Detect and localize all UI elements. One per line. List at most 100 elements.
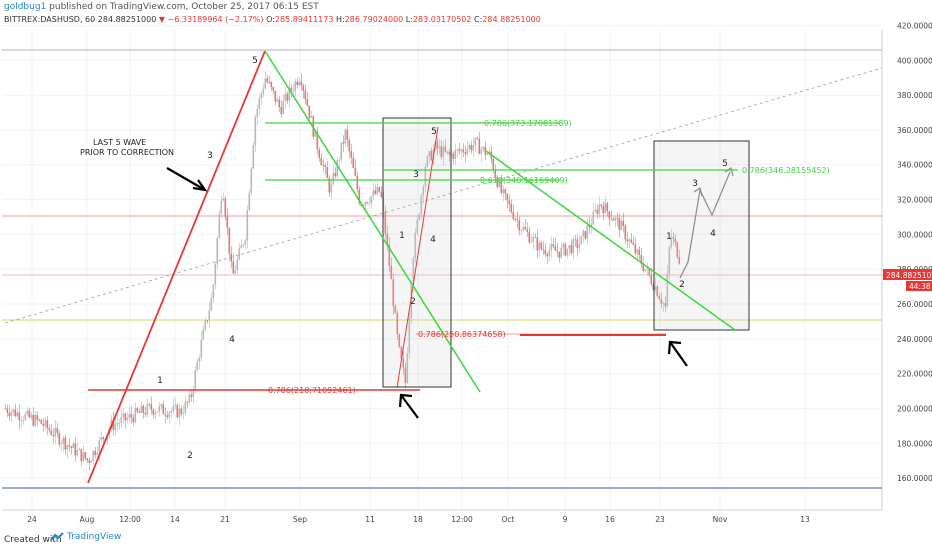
candle-body xyxy=(16,412,19,417)
wave-label: 2 xyxy=(187,451,193,461)
x-tick-label: 21 xyxy=(220,515,230,524)
candle-body xyxy=(504,189,507,194)
y-tick-label: 360.00000000 xyxy=(897,126,932,135)
candle-body xyxy=(438,146,441,149)
candle-body xyxy=(538,242,541,251)
candle-body xyxy=(288,87,291,101)
candle-body xyxy=(200,339,203,358)
candle-body xyxy=(446,151,449,153)
candle-body xyxy=(160,404,163,407)
candle-body xyxy=(260,93,263,99)
candle-body xyxy=(650,274,653,285)
candle-body xyxy=(630,239,633,243)
wave-label: 3 xyxy=(207,151,213,161)
candle-body xyxy=(564,244,567,256)
candle-body xyxy=(454,150,457,159)
candle-body xyxy=(252,145,255,169)
candle-body xyxy=(518,220,521,231)
candle-body xyxy=(226,216,229,228)
wave-label: 1 xyxy=(399,231,405,241)
candle-body xyxy=(648,268,651,275)
candle-body xyxy=(342,142,345,144)
candle-body xyxy=(358,189,361,204)
candle-body xyxy=(668,246,671,274)
tradingview-brand[interactable]: TradingView xyxy=(50,532,121,542)
projection-arrows xyxy=(679,167,734,279)
candle-body xyxy=(350,151,353,158)
candle-body xyxy=(366,202,369,204)
candle-body xyxy=(180,408,183,414)
candle-body xyxy=(534,237,537,238)
time-axis: 24 Aug 12:00 14 21 Sep 11 18 12:00 Oct 9 16 23 Nov 13 xyxy=(27,515,810,524)
candle-body xyxy=(476,137,479,139)
candle-body xyxy=(554,246,557,251)
candle-body xyxy=(232,261,235,274)
candle-body xyxy=(604,203,607,214)
candle-body xyxy=(274,90,277,102)
wave-label: 3 xyxy=(692,179,698,189)
candle-body xyxy=(168,412,171,417)
candle-body xyxy=(440,146,443,157)
candle-body xyxy=(616,217,619,219)
candle-body xyxy=(462,149,465,153)
candle-body xyxy=(72,443,75,448)
candle-body xyxy=(192,389,195,397)
arrowhead-up-2 xyxy=(724,167,734,177)
candle-body xyxy=(408,317,411,354)
created-with-label: Created with xyxy=(4,535,62,545)
footer: Created with TradingView xyxy=(0,528,932,550)
candle-body xyxy=(196,361,199,371)
candle-body xyxy=(132,417,135,423)
candle-body xyxy=(540,242,543,250)
candle-body xyxy=(322,165,325,166)
candle-body xyxy=(560,247,563,258)
candle-body xyxy=(356,175,359,190)
candle-body xyxy=(258,98,261,109)
correction-box xyxy=(382,117,452,388)
candle-body xyxy=(644,269,647,271)
countdown-box xyxy=(906,281,932,291)
candle-body xyxy=(448,151,451,155)
y-tick-label: 380.00000000 xyxy=(897,91,932,100)
candle-body xyxy=(216,237,219,265)
candle-body xyxy=(292,90,295,92)
wave-label: 4 xyxy=(229,335,235,345)
candle-body xyxy=(242,244,245,246)
candle-body xyxy=(298,81,301,86)
candle-body xyxy=(294,81,297,91)
candle-body xyxy=(608,211,611,219)
candle-body xyxy=(602,206,605,214)
y-tick-label: 160.00000000 xyxy=(897,474,932,483)
candle-body xyxy=(378,186,381,192)
open-value: 285.89411173 xyxy=(274,15,334,24)
x-tick-label: 18 xyxy=(413,515,423,524)
candle-body xyxy=(26,410,29,415)
candle-body xyxy=(624,225,627,240)
author-link[interactable]: goldbug1 xyxy=(4,2,47,12)
candle-body xyxy=(130,414,133,418)
y-tick-label: 200.00000000 xyxy=(897,404,932,413)
candle-body xyxy=(566,248,569,256)
fib-label-346: 0.786(346.28155452) xyxy=(742,166,830,175)
candle-body xyxy=(320,157,323,166)
candle-body xyxy=(64,437,67,450)
candle-body xyxy=(228,227,231,254)
wave-label: 4 xyxy=(710,229,716,239)
candle-body xyxy=(664,303,667,307)
candle-body xyxy=(402,358,405,368)
candle-body xyxy=(656,286,659,297)
candle-body xyxy=(642,264,645,271)
candle-body xyxy=(372,190,375,197)
candle-body xyxy=(166,415,169,417)
candle-body xyxy=(262,88,265,94)
candle-body xyxy=(28,410,31,418)
candle-body xyxy=(114,423,117,430)
candle-body xyxy=(666,273,669,307)
x-tick-label: 16 xyxy=(605,515,615,524)
candle-body xyxy=(542,249,545,250)
y-tick-label: 260.00000000 xyxy=(897,300,932,309)
symbol-label[interactable]: BITTREX:DASHUSD, 60 xyxy=(4,15,96,24)
candle-body xyxy=(574,239,577,241)
candle-body xyxy=(236,259,239,271)
